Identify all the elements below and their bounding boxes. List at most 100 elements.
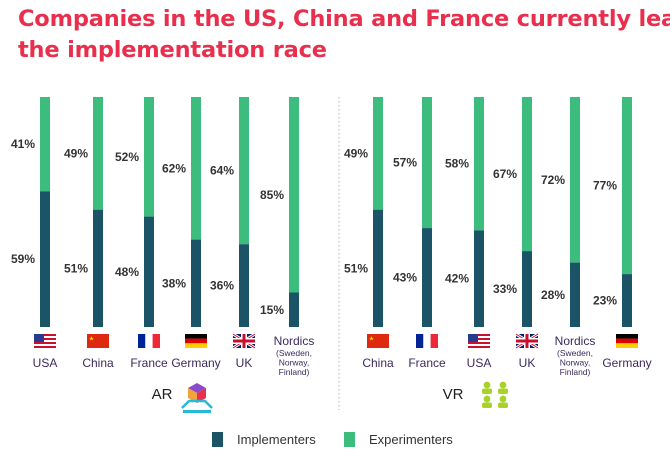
ar-beam bbox=[181, 399, 213, 409]
bar-experimenters-usa bbox=[40, 97, 50, 192]
bar-experimenters-china bbox=[93, 97, 103, 210]
value-label-experimenters-uk: 64% bbox=[210, 164, 234, 178]
value-label-implementers-france: 48% bbox=[115, 265, 139, 279]
chart-title: Companies in the US, China and France cu… bbox=[18, 4, 670, 66]
us-flag bbox=[468, 334, 490, 348]
china-flag-field bbox=[87, 334, 109, 348]
vr-user-head bbox=[483, 395, 491, 403]
france-flag-blue bbox=[138, 334, 146, 348]
value-label-experimenters-france: 57% bbox=[393, 156, 417, 170]
value-label-implementers-germany: 23% bbox=[593, 294, 617, 308]
us-flag-stripe bbox=[468, 342, 490, 344]
category-label-nordics: Nordics bbox=[274, 334, 315, 348]
category-label-china: China bbox=[82, 356, 114, 370]
value-label-implementers-france: 43% bbox=[393, 271, 417, 285]
vr-user-body bbox=[482, 402, 492, 408]
bar-experimenters-germany bbox=[622, 97, 632, 275]
group-label-ar: AR bbox=[152, 386, 173, 403]
ar-cube-left bbox=[188, 388, 197, 403]
china-flag-star: ★ bbox=[89, 336, 94, 343]
us-flag-stripe bbox=[468, 340, 490, 342]
value-label-experimenters-uk: 67% bbox=[493, 167, 517, 181]
value-label-experimenters-china: 49% bbox=[64, 146, 88, 160]
bar-experimenters-uk bbox=[239, 97, 249, 245]
bar-implementers-germany bbox=[622, 274, 632, 327]
vr-user-body bbox=[482, 388, 492, 394]
france-flag bbox=[138, 334, 160, 348]
us-flag-stripe bbox=[34, 338, 56, 340]
germany-flag-black bbox=[185, 334, 207, 339]
vr-user-body bbox=[498, 402, 508, 408]
bar-implementers-china bbox=[373, 209, 383, 327]
category-note-nordics: Finland) bbox=[279, 367, 310, 377]
value-label-experimenters-nordics: 85% bbox=[260, 188, 284, 202]
category-note-nordics: (Sweden, bbox=[276, 348, 312, 358]
category-note-nordics: (Sweden, bbox=[557, 348, 593, 358]
category-note-nordics: Norway, bbox=[279, 358, 310, 368]
vr-user-head bbox=[499, 381, 507, 389]
value-label-implementers-uk: 33% bbox=[493, 282, 517, 296]
bar-experimenters-germany bbox=[191, 97, 201, 240]
category-label-germany: Germany bbox=[602, 356, 651, 370]
category-note-nordics: Norway, bbox=[560, 358, 591, 368]
us-flag-canton bbox=[468, 334, 478, 342]
value-label-experimenters-china: 49% bbox=[344, 146, 368, 160]
bar-implementers-france bbox=[422, 228, 432, 327]
bar-implementers-france bbox=[144, 216, 154, 327]
us-flag-canton bbox=[34, 334, 44, 342]
bar-experimenters-china bbox=[373, 97, 383, 210]
us-flag-stripe bbox=[468, 336, 490, 338]
category-label-uk: UK bbox=[519, 356, 536, 370]
us-flag-stripe bbox=[468, 344, 490, 346]
bar-implementers-uk bbox=[522, 251, 532, 327]
germany-flag bbox=[616, 334, 638, 348]
us-flag-stripe bbox=[34, 336, 56, 338]
value-label-experimenters-usa: 41% bbox=[11, 137, 35, 151]
uk-flag bbox=[515, 332, 539, 350]
bar-experimenters-france bbox=[144, 97, 154, 217]
france-flag-white bbox=[423, 334, 431, 348]
bar-experimenters-usa bbox=[474, 97, 484, 231]
value-label-implementers-nordics: 15% bbox=[260, 303, 284, 317]
us-flag bbox=[34, 334, 56, 348]
us-flag-stripe bbox=[468, 346, 490, 348]
bar-experimenters-france bbox=[422, 97, 432, 229]
ar-base bbox=[183, 410, 211, 413]
france-flag-red bbox=[152, 334, 160, 348]
category-label-uk: UK bbox=[236, 356, 253, 370]
legend-label-implementers: Implementers bbox=[237, 432, 316, 447]
category-label-nordics: Nordics bbox=[555, 334, 596, 348]
uk-flag-cross-red bbox=[516, 339, 538, 343]
category-label-france: France bbox=[130, 356, 168, 370]
us-flag-stripe bbox=[34, 334, 56, 336]
germany-flag-red bbox=[616, 338, 638, 344]
bar-implementers-usa bbox=[40, 191, 50, 327]
us-flag-stripe bbox=[34, 342, 56, 344]
bar-implementers-nordics bbox=[289, 292, 299, 327]
category-label-usa: USA bbox=[33, 356, 58, 370]
ar-cube-right bbox=[197, 388, 206, 403]
france-flag bbox=[416, 334, 438, 348]
vr-user-body bbox=[498, 388, 508, 394]
uk-flag bbox=[232, 332, 256, 350]
value-label-experimenters-nordics: 72% bbox=[541, 173, 565, 187]
bar-experimenters-nordics bbox=[570, 97, 580, 263]
france-flag-red bbox=[430, 334, 438, 348]
legend-swatch-experimenters bbox=[344, 432, 355, 447]
chart-title-line-2: the implementation race bbox=[18, 37, 327, 63]
category-note-nordics: Finland) bbox=[560, 367, 591, 377]
category-label-germany: Germany bbox=[171, 356, 220, 370]
germany-flag-gold bbox=[616, 343, 638, 348]
germany-flag-red bbox=[185, 338, 207, 344]
vr-user-head bbox=[499, 395, 507, 403]
china-flag-field bbox=[367, 334, 389, 348]
value-label-implementers-usa: 42% bbox=[445, 272, 469, 286]
ar-headset-icon bbox=[181, 383, 213, 413]
value-label-experimenters-germany: 62% bbox=[162, 161, 186, 175]
value-label-experimenters-france: 52% bbox=[115, 150, 139, 164]
category-label-china: China bbox=[362, 356, 394, 370]
value-label-implementers-usa: 59% bbox=[11, 252, 35, 266]
bar-implementers-usa bbox=[474, 230, 484, 327]
legend-item-experimenters: Experimenters bbox=[344, 432, 453, 447]
china-flag: ★ bbox=[367, 334, 389, 348]
